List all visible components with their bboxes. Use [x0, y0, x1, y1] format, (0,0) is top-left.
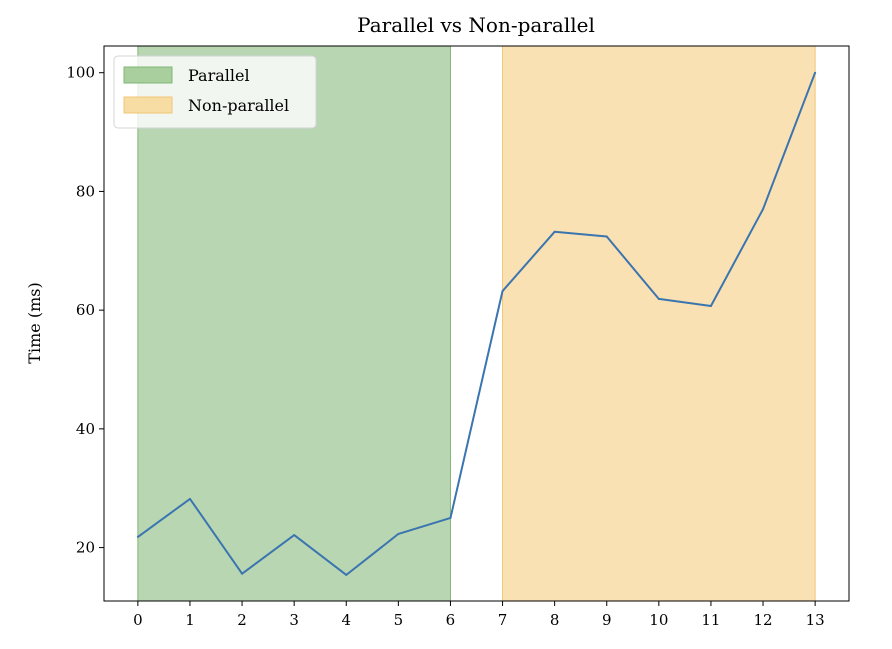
data-point [293, 534, 296, 537]
highlight-regions [137, 45, 816, 602]
x-tick-label: 6 [446, 611, 456, 629]
x-tick-label: 10 [649, 611, 668, 629]
data-point [449, 516, 452, 519]
y-axis-ticks: 20 40 60 80 100 [66, 64, 104, 557]
data-point [501, 290, 504, 293]
data-point [241, 572, 244, 575]
chart-title: Parallel vs Non-parallel [357, 13, 595, 37]
x-tick-label: 9 [602, 611, 612, 629]
data-point [553, 230, 556, 233]
y-tick-label: 40 [76, 420, 95, 438]
data-point [762, 208, 765, 211]
data-point [657, 297, 660, 300]
series-line-0 [137, 72, 817, 576]
y-tick-label: 100 [66, 64, 95, 82]
x-tick-label: 13 [806, 611, 825, 629]
x-tick-label: 5 [394, 611, 404, 629]
axes-frame [103, 45, 850, 602]
x-tick-label: 3 [289, 611, 299, 629]
y-tick-label: 80 [76, 182, 95, 200]
legend-label-0: Parallel [188, 66, 250, 85]
region-0 [137, 45, 451, 602]
region-1 [502, 45, 816, 602]
x-tick-label: 11 [701, 611, 720, 629]
data-point [397, 532, 400, 535]
legend-swatch-0 [123, 66, 173, 84]
y-tick-label: 20 [76, 539, 95, 557]
legend-swatch-1 [123, 96, 173, 114]
x-tick-label: 7 [498, 611, 508, 629]
series-lines [136, 71, 817, 576]
legend-label-1: Non-parallel [188, 96, 289, 115]
data-point [136, 535, 139, 538]
x-tick-label: 8 [550, 611, 560, 629]
y-axis-label: Time (ms) [25, 282, 44, 363]
x-axis-ticks: 0 1 2 3 4 5 6 7 8 9 10 11 12 13 [133, 601, 825, 629]
x-tick-label: 12 [753, 611, 772, 629]
data-point [188, 497, 191, 500]
data-point [605, 235, 608, 238]
x-tick-label: 4 [341, 611, 351, 629]
x-tick-label: 0 [133, 611, 143, 629]
data-point [814, 71, 817, 74]
y-tick-label: 60 [76, 301, 95, 319]
x-tick-label: 2 [237, 611, 247, 629]
x-tick-label: 1 [185, 611, 195, 629]
data-point [709, 304, 712, 307]
legend: Parallel Non-parallel [113, 55, 317, 129]
data-point [345, 573, 348, 576]
